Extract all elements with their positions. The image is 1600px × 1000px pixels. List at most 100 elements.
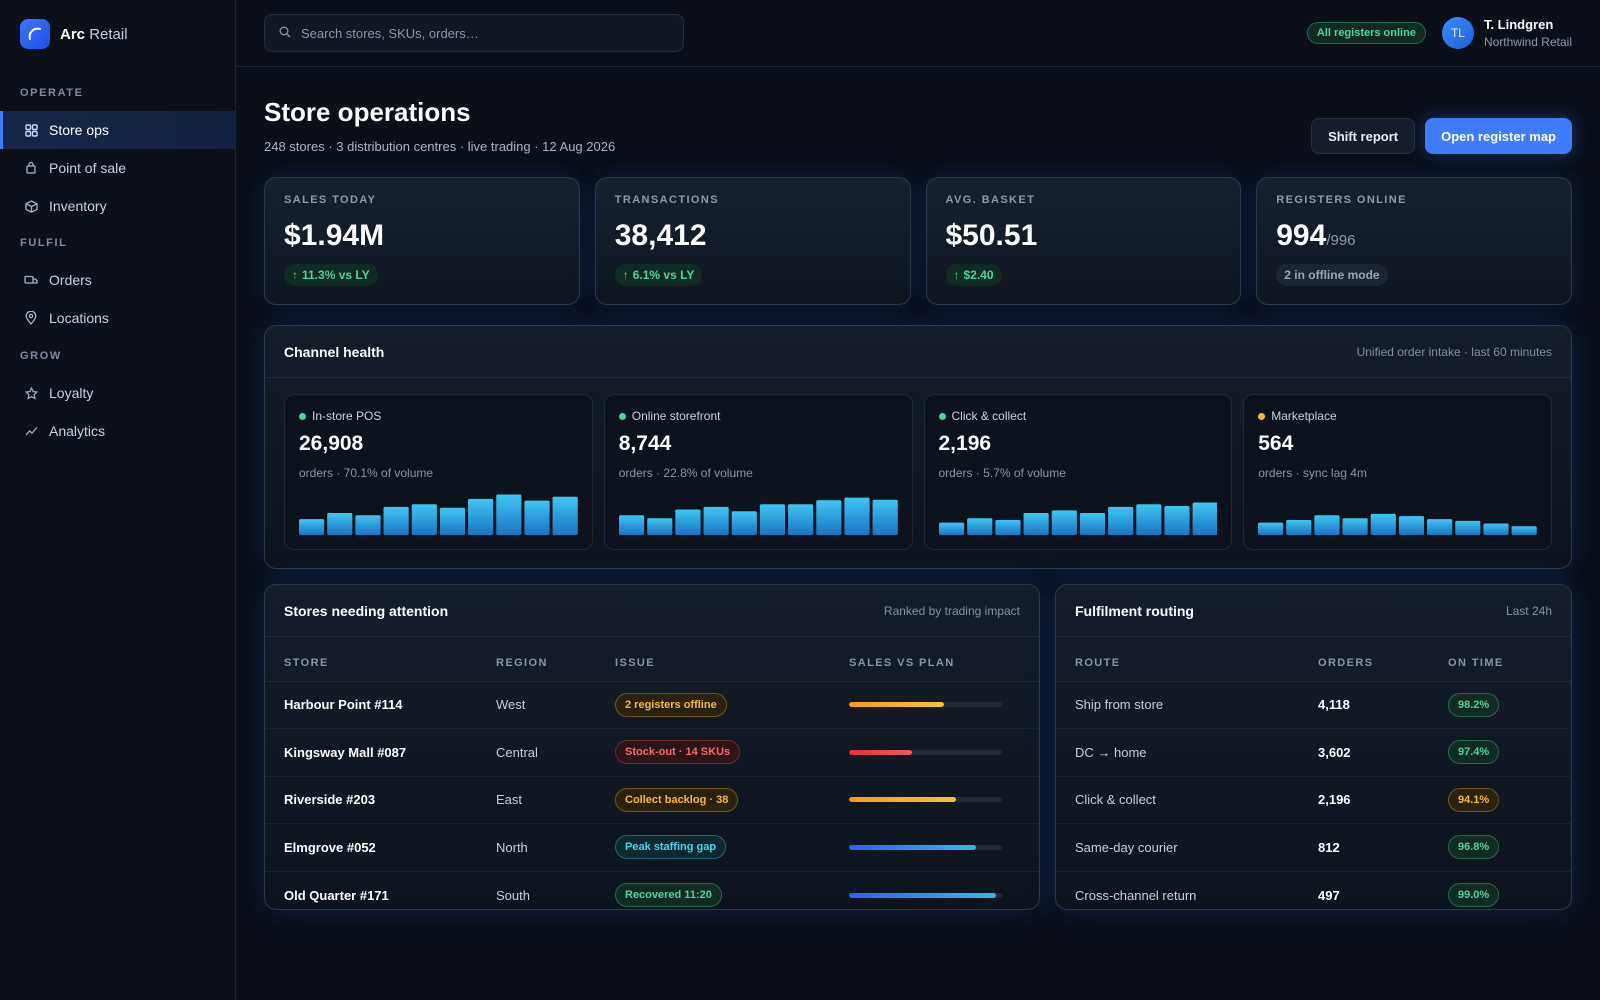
route-name: Click & collect [1056,776,1318,824]
column-header[interactable]: REGION [496,637,615,682]
table-row[interactable]: Riverside #203 East Collect backlog · 38 [265,776,1039,824]
sidebar-item-loyalty[interactable]: Loyalty [0,374,235,412]
kpi-delta: ↑ 11.3% vs LY [284,264,378,286]
spark-bar [1135,504,1161,535]
arrow-up-icon: ↑ [953,268,960,282]
column-header[interactable]: SALES VS PLAN [849,637,1039,682]
spark-bar [1286,520,1312,535]
spark-bar [1163,505,1190,535]
channel-value: 564 [1258,432,1294,455]
kpi-label: REGISTERS ONLINE [1276,194,1407,206]
arc-logo-icon [20,19,50,49]
avatar[interactable]: TL [1441,17,1474,49]
sidebar-item-inventory[interactable]: Inventory [0,187,235,225]
sidebar-item-analytics[interactable]: Analytics [0,412,235,450]
spark-bar [646,518,673,535]
column-header[interactable]: ORDERS [1318,637,1448,682]
channel-card-click-collect[interactable]: Click & collect 2,196 orders · 5.7% of v… [923,394,1233,550]
search-input[interactable] [301,25,661,41]
box-icon [24,199,38,213]
spark-bar [552,496,578,535]
spark-bar [1483,523,1509,535]
column-header[interactable]: STORE [265,637,496,682]
status-badge: All registers online [1306,22,1426,44]
channel-value: 26,908 [299,432,364,455]
store-name[interactable]: Kingsway Mall #087 [265,728,496,777]
sidebar-item-label: Point of sale [49,160,127,176]
store-region: East [496,776,615,824]
shift-report-button[interactable]: Shift report [1311,118,1416,154]
routing-table: ROUTE ORDERS ON TIME Ship from store 4,1… [1056,637,1571,919]
open-register-map-button[interactable]: Open register map [1425,118,1572,154]
store-name[interactable]: Harbour Point #114 [265,681,496,729]
sidebar-item-store-ops[interactable]: Store ops [0,111,235,149]
search-bar[interactable] [264,14,684,52]
table-row[interactable]: Harbour Point #114 West 2 registers offl… [265,681,1039,729]
status-dot [299,412,306,420]
arrow-up-icon: ↑ [622,268,629,282]
table-row[interactable]: Old Quarter #171 South Recovered 11:20 [265,871,1039,919]
column-header[interactable]: ROUTE [1056,637,1318,682]
channel-sub: orders · 5.7% of volume [938,466,1066,480]
table-row[interactable]: Cross-channel return 497 99.0% [1056,871,1571,919]
channel-card-in-store-pos[interactable]: In-store POS 26,908 orders · 70.1% of vo… [284,394,593,550]
kpi-label: SALES TODAY [284,194,377,206]
sidebar-item-label: Orders [49,272,92,288]
column-header[interactable]: ON TIME [1448,637,1571,682]
channel-name: Click & collect [951,409,1027,423]
store-name[interactable]: Riverside #203 [265,776,496,824]
route-name: DC → home [1056,728,1318,777]
spark-bar [1051,510,1077,535]
store-name[interactable]: Elmgrove #052 [265,823,496,872]
spark-bar [675,509,701,535]
kpi-total: /996 [1326,232,1356,249]
bag-icon [24,161,38,175]
spark-bar [966,518,992,535]
kpi-value: $50.51 [945,219,1038,252]
spark-bar [703,506,729,535]
sidebar-item-orders[interactable]: Orders [0,261,235,299]
spark-bar [496,494,522,535]
panel-title: Fulfilment routing [1075,602,1194,619]
table-row[interactable]: Click & collect 2,196 94.1% [1056,776,1571,824]
table-row[interactable]: Elmgrove #052 North Peak staffing gap [265,823,1039,872]
route-orders: 2,196 [1318,776,1448,824]
sidebar-item-label: Analytics [49,423,106,439]
star-icon [24,386,38,400]
table-row[interactable]: Same-day courier 812 96.8% [1056,823,1571,872]
channel-card-marketplace[interactable]: Marketplace 564 orders · sync lag 4m [1243,394,1552,550]
channel-card-online-storefront[interactable]: Online storefront 8,744 orders · 22.8% o… [603,394,913,550]
spark-bar [1023,513,1049,535]
issue-badge: Recovered 11:20 [615,883,722,907]
table-row[interactable]: DC → home 3,602 97.4% [1056,728,1571,777]
on-time-badge: 97.4% [1448,740,1500,765]
brand[interactable]: Arc Retail [0,0,235,68]
table-row[interactable]: Ship from store 4,118 98.2% [1056,681,1571,729]
page-header: Store operations 248 stores · 3 distribu… [264,67,1572,175]
sales-vs-plan-bar [849,844,1002,850]
route-orders: 812 [1318,823,1448,872]
spark-bar [411,504,437,535]
arrow-up-icon: ↑ [292,268,298,282]
channel-sparkbars [618,491,898,535]
sales-vs-plan-bar [849,892,1002,898]
issue-badge: Collect backlog · 38 [615,787,739,812]
route-orders: 3,602 [1318,728,1448,777]
nav-section-fulfil: FULFIL [20,237,68,249]
channel-health-panel: Channel health Unified order intake · la… [264,325,1572,569]
brand-name: Arc Retail [60,25,128,43]
nav-section-operate: OPERATE [20,87,84,99]
user-menu[interactable]: T. Lindgren Northwind Retail [1484,17,1572,49]
sidebar-item-point-of-sale[interactable]: Point of sale [0,149,235,187]
spark-bar [815,500,842,535]
status-dot [618,412,626,420]
spark-bar [468,498,494,535]
channel-value: 2,196 [938,432,992,455]
channel-sub: orders · 70.1% of volume [299,466,434,480]
column-header[interactable]: ISSUE [615,637,849,682]
store-name[interactable]: Old Quarter #171 [284,887,389,903]
table-row[interactable]: Kingsway Mall #087 Central Stock-out · 1… [265,728,1039,777]
sidebar-item-locations[interactable]: Locations [0,299,235,337]
stores-table: STORE REGION ISSUE SALES VS PLAN Harbour… [265,637,1039,919]
store-region: South [496,887,530,903]
